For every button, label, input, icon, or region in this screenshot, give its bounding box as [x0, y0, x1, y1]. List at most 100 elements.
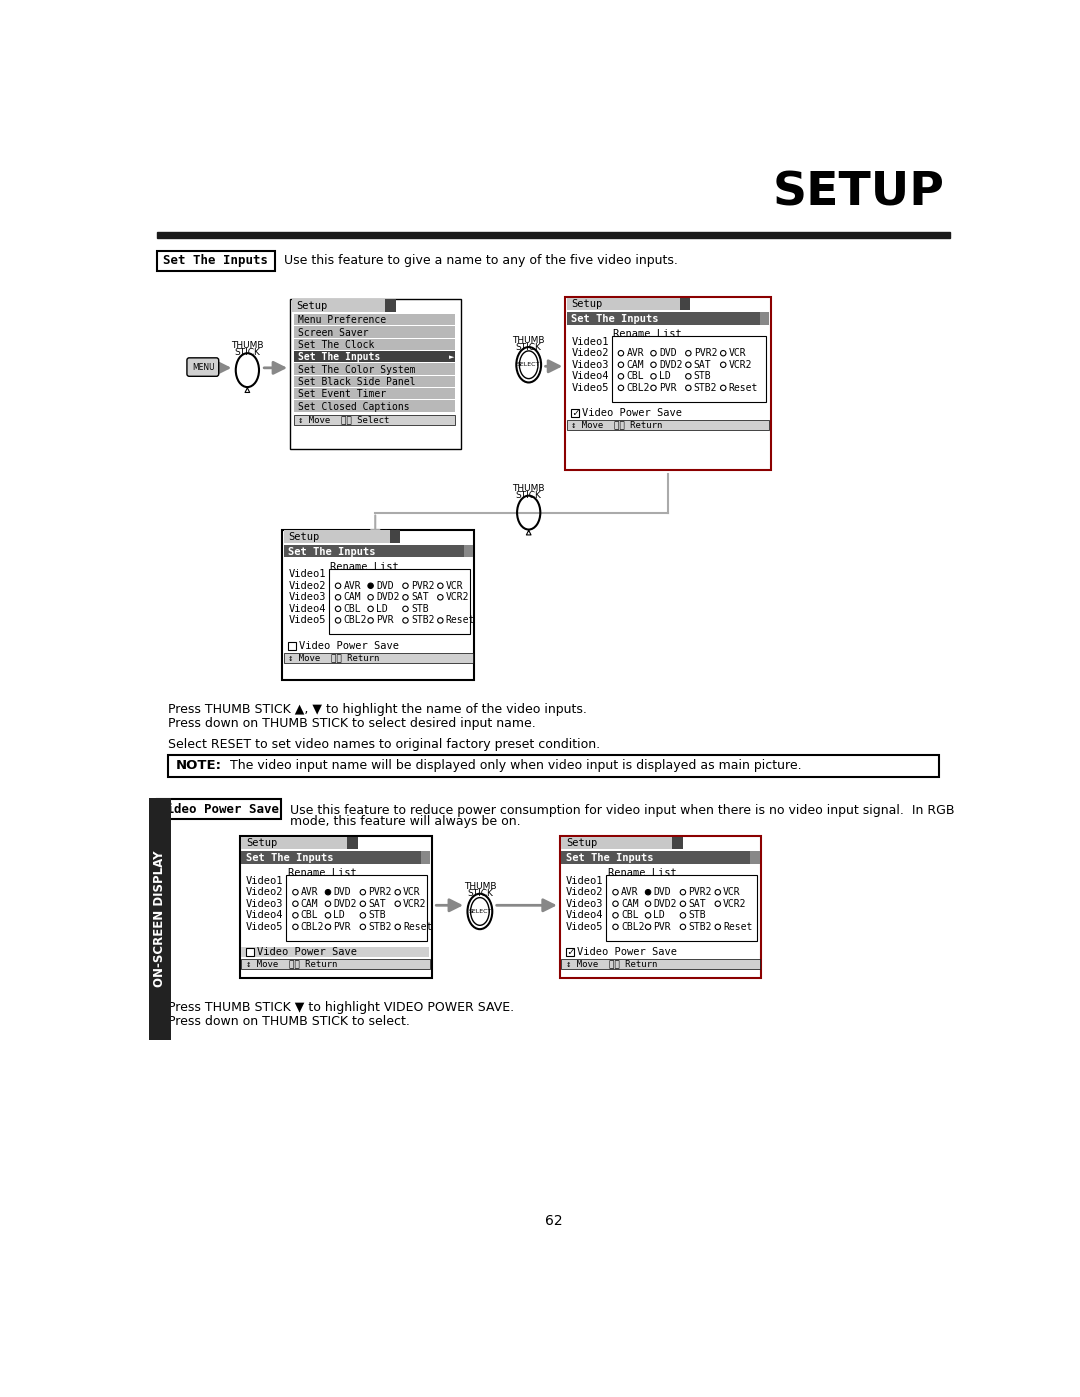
- Text: LD: LD: [334, 911, 346, 921]
- Text: AVR: AVR: [621, 887, 638, 897]
- Text: Press down on THUMB STICK to select desired input name.: Press down on THUMB STICK to select desi…: [167, 717, 536, 729]
- Text: SETUP: SETUP: [773, 170, 945, 215]
- Text: CAM: CAM: [343, 592, 361, 602]
- Text: Screen Saver: Screen Saver: [298, 328, 368, 338]
- Text: DVD2: DVD2: [653, 898, 677, 909]
- Text: SELECT: SELECT: [517, 362, 540, 367]
- Text: Video Power Save: Video Power Save: [257, 947, 356, 957]
- Text: DVD2: DVD2: [334, 898, 356, 909]
- Text: VCR: VCR: [403, 887, 421, 897]
- Text: Rename List: Rename List: [613, 328, 681, 339]
- Bar: [241, 947, 429, 957]
- Text: STICK: STICK: [516, 490, 542, 500]
- Text: Setup: Setup: [571, 299, 603, 309]
- Text: Setup: Setup: [288, 532, 320, 542]
- Text: SAT: SAT: [410, 592, 429, 602]
- Circle shape: [368, 583, 374, 588]
- Text: CBL: CBL: [626, 372, 644, 381]
- Text: AVR: AVR: [343, 581, 361, 591]
- Bar: [157, 232, 950, 239]
- Text: Video5: Video5: [246, 922, 283, 932]
- Text: ►: ►: [449, 355, 455, 360]
- Circle shape: [646, 890, 651, 895]
- Bar: [559, 835, 761, 978]
- Bar: [567, 313, 769, 324]
- Text: VCR: VCR: [729, 348, 746, 358]
- Text: THUMB: THUMB: [512, 335, 545, 345]
- Text: CBL2: CBL2: [301, 922, 324, 932]
- Text: CBL2: CBL2: [621, 922, 645, 932]
- Bar: [157, 799, 281, 819]
- Bar: [288, 643, 296, 650]
- Text: ↕ Move  ⓈⓄ Return: ↕ Move ⓈⓄ Return: [246, 960, 337, 968]
- Text: ON-SCREEN DISPLAY: ON-SCREEN DISPLAY: [153, 851, 166, 988]
- Bar: [679, 298, 690, 310]
- Circle shape: [325, 890, 330, 895]
- Text: mode, this feature will always be on.: mode, this feature will always be on.: [291, 816, 521, 828]
- Bar: [611, 337, 766, 402]
- Text: STB2: STB2: [693, 383, 717, 393]
- Text: PVR2: PVR2: [688, 887, 712, 897]
- Text: ✓: ✓: [567, 947, 573, 957]
- Bar: [294, 327, 455, 338]
- Text: PVR2: PVR2: [368, 887, 392, 897]
- Text: Video4: Video4: [246, 911, 283, 921]
- Bar: [562, 960, 759, 970]
- Text: Video2: Video2: [566, 887, 604, 897]
- Bar: [759, 313, 769, 324]
- Text: CBL: CBL: [343, 604, 361, 613]
- Text: Set Black Side Panel: Set Black Side Panel: [298, 377, 415, 387]
- Text: Set The Color System: Set The Color System: [298, 365, 415, 374]
- Text: DVD: DVD: [659, 348, 676, 358]
- Text: ↕ Move  ⓈⓄ Return: ↕ Move ⓈⓄ Return: [571, 420, 663, 430]
- Bar: [241, 851, 430, 863]
- Text: CAM: CAM: [301, 898, 319, 909]
- Bar: [566, 949, 573, 956]
- Text: THUMB: THUMB: [512, 483, 545, 493]
- Text: CAM: CAM: [626, 360, 644, 370]
- Text: ↕ Move  ⓈⓄ Return: ↕ Move ⓈⓄ Return: [288, 654, 380, 662]
- Bar: [562, 851, 759, 863]
- Text: Video1: Video1: [246, 876, 283, 886]
- Text: CBL: CBL: [301, 911, 319, 921]
- Text: Video Power Save: Video Power Save: [582, 408, 683, 418]
- Text: Rename List: Rename List: [330, 562, 399, 571]
- Text: DVD: DVD: [653, 887, 671, 897]
- Bar: [294, 388, 455, 400]
- Bar: [672, 837, 683, 849]
- Bar: [751, 851, 759, 863]
- Text: Video Power Save: Video Power Save: [299, 641, 400, 651]
- Text: DVD2: DVD2: [376, 592, 400, 602]
- Text: STB: STB: [410, 604, 429, 613]
- Text: THUMB: THUMB: [463, 883, 496, 891]
- Text: Reset: Reset: [724, 922, 753, 932]
- Text: STICK: STICK: [467, 890, 492, 898]
- Text: SAT: SAT: [368, 898, 386, 909]
- Bar: [284, 531, 390, 542]
- Text: Video2: Video2: [571, 348, 609, 358]
- Text: Video Power Save: Video Power Save: [577, 947, 677, 957]
- Text: LD: LD: [659, 372, 671, 381]
- Bar: [606, 876, 757, 940]
- Bar: [294, 415, 455, 425]
- Text: Rename List: Rename List: [287, 868, 356, 877]
- Bar: [421, 851, 430, 863]
- Text: STICK: STICK: [234, 348, 260, 358]
- Text: VCR2: VCR2: [729, 360, 752, 370]
- Text: SELECT: SELECT: [469, 909, 491, 914]
- Text: Set Event Timer: Set Event Timer: [298, 390, 386, 400]
- Text: STB: STB: [688, 911, 706, 921]
- Text: Video5: Video5: [288, 616, 326, 626]
- Text: Video1: Video1: [571, 337, 609, 346]
- Text: Reset: Reset: [446, 616, 475, 626]
- Text: DVD: DVD: [376, 581, 393, 591]
- Text: VCR: VCR: [724, 887, 741, 897]
- Bar: [390, 531, 401, 542]
- Bar: [294, 351, 455, 362]
- FancyBboxPatch shape: [187, 358, 218, 376]
- Bar: [167, 756, 940, 777]
- Text: CBL2: CBL2: [626, 383, 650, 393]
- Text: Video3: Video3: [571, 360, 609, 370]
- Text: Set The Inputs: Set The Inputs: [288, 546, 376, 557]
- Bar: [240, 835, 432, 978]
